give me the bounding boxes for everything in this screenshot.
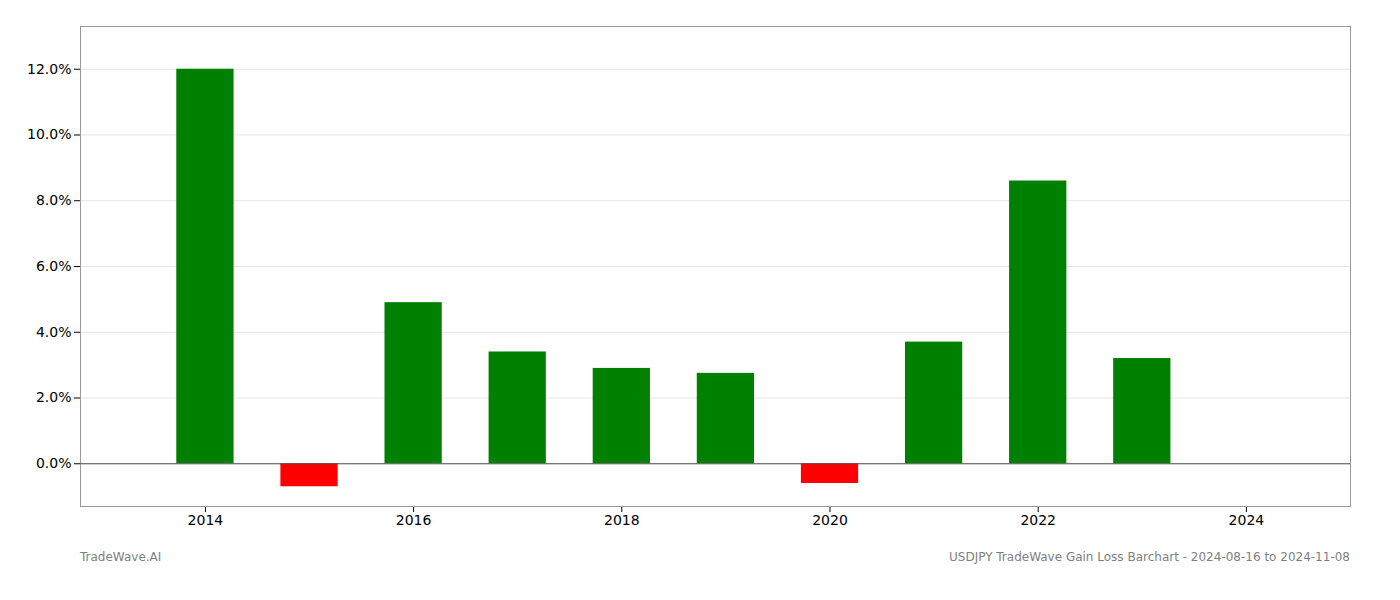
svg-text:2024: 2024	[1229, 512, 1265, 528]
svg-text:0.0%: 0.0%	[36, 455, 72, 471]
svg-text:2020: 2020	[812, 512, 848, 528]
svg-text:10.0%: 10.0%	[27, 126, 71, 142]
svg-text:2014: 2014	[188, 512, 224, 528]
svg-text:2018: 2018	[604, 512, 640, 528]
html-text:TradeWave.AI: TradeWave.AI	[80, 550, 162, 564]
svg-text:2016: 2016	[396, 512, 432, 528]
svg-text:4.0%: 4.0%	[36, 324, 72, 340]
svg-text:2022: 2022	[1020, 512, 1056, 528]
svg-text:12.0%: 12.0%	[27, 61, 71, 77]
svg-text:6.0%: 6.0%	[36, 258, 72, 274]
svg-text:2.0%: 2.0%	[36, 389, 72, 405]
html-text:USDJPY TradeWave Gain Loss Bar: USDJPY TradeWave Gain Loss Barchart - 20…	[949, 550, 1350, 564]
svg-text:8.0%: 8.0%	[36, 192, 72, 208]
